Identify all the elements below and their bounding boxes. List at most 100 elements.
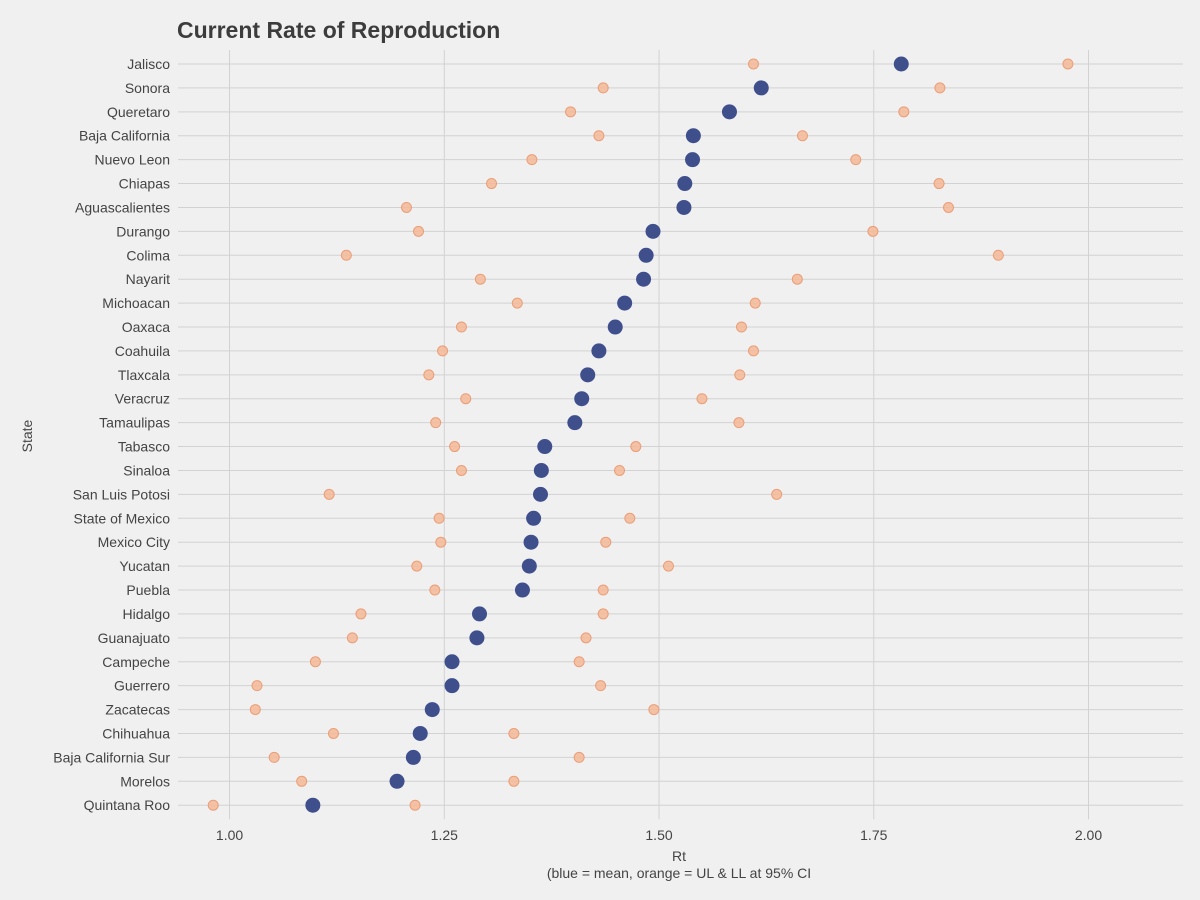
y-tick-label: Guanajuato bbox=[98, 630, 171, 646]
y-tick-label: Jalisco bbox=[127, 56, 170, 72]
lower-bound-point bbox=[251, 680, 263, 692]
y-tick-label: Quintana Roo bbox=[84, 797, 171, 813]
lower-bound-point bbox=[593, 130, 605, 142]
lower-bound-point bbox=[433, 512, 445, 524]
y-tick-label: Zacatecas bbox=[105, 702, 170, 718]
mean-point bbox=[676, 199, 692, 215]
y-tick-label: Oaxaca bbox=[122, 319, 170, 335]
mean-point bbox=[638, 247, 654, 263]
upper-bound-point bbox=[580, 632, 592, 644]
x-tick-label: 1.25 bbox=[431, 827, 458, 843]
mean-point bbox=[405, 749, 421, 765]
lower-bound-point bbox=[460, 393, 472, 405]
y-tick-label: Sonora bbox=[125, 80, 170, 96]
mean-point bbox=[753, 80, 769, 96]
lower-bound-point bbox=[511, 297, 523, 309]
upper-bound-point bbox=[696, 393, 708, 405]
upper-bound-point bbox=[934, 82, 946, 94]
upper-bound-point bbox=[943, 201, 954, 213]
upper-bound-point bbox=[508, 775, 520, 787]
mean-point bbox=[677, 176, 693, 192]
upper-bound-point bbox=[573, 751, 585, 763]
y-tick-label: Veracruz bbox=[115, 391, 170, 407]
upper-bound-point bbox=[597, 584, 609, 596]
upper-bound-point bbox=[600, 536, 612, 548]
mean-point bbox=[514, 582, 530, 598]
lower-bound-point bbox=[411, 560, 423, 572]
mean-point bbox=[523, 534, 539, 550]
x-axis-note: (blue = mean, orange = UL & LL at 95% CI bbox=[547, 865, 811, 881]
y-tick-label: Michoacan bbox=[102, 295, 170, 311]
mean-point bbox=[645, 223, 661, 239]
lower-bound-point bbox=[400, 201, 412, 213]
mean-point bbox=[389, 773, 405, 789]
mean-point bbox=[444, 654, 460, 670]
lower-bound-point bbox=[748, 58, 760, 70]
y-tick-label: Tamaulipas bbox=[99, 415, 170, 431]
mean-point bbox=[424, 702, 440, 718]
lower-bound-point bbox=[449, 441, 461, 453]
upper-bound-point bbox=[409, 799, 421, 811]
upper-bound-point bbox=[1062, 58, 1074, 70]
y-tick-label: Guerrero bbox=[114, 678, 170, 694]
y-tick-label: Colima bbox=[126, 247, 170, 263]
upper-bound-point bbox=[867, 225, 879, 237]
lower-bound-point bbox=[423, 369, 435, 381]
y-tick-label: Baja California bbox=[79, 128, 170, 144]
lower-bound-point bbox=[486, 178, 498, 190]
mean-point bbox=[685, 152, 701, 168]
mean-point bbox=[617, 295, 633, 311]
mean-point bbox=[591, 343, 607, 359]
upper-bound-point bbox=[734, 369, 746, 381]
mean-point bbox=[305, 797, 321, 813]
y-tick-label: Chihuahua bbox=[102, 725, 170, 741]
upper-bound-point bbox=[796, 130, 808, 142]
y-tick-label: Coahuila bbox=[115, 343, 170, 359]
upper-bound-point bbox=[573, 656, 585, 668]
upper-bound-point bbox=[850, 154, 862, 166]
mean-points bbox=[305, 56, 909, 813]
x-axis-title: Rt bbox=[672, 848, 686, 864]
interval-points bbox=[207, 58, 1074, 811]
y-tick-label: Morelos bbox=[120, 773, 170, 789]
lower-bound-point bbox=[455, 321, 467, 333]
lower-bound-point bbox=[597, 82, 609, 94]
upper-bound-point bbox=[624, 512, 636, 524]
lower-bound-point bbox=[455, 464, 467, 476]
lower-bound-point bbox=[323, 488, 335, 500]
mean-point bbox=[574, 391, 590, 407]
y-tick-label: Nayarit bbox=[126, 271, 170, 287]
y-tick-label: Puebla bbox=[126, 582, 170, 598]
lower-bound-point bbox=[268, 751, 280, 763]
y-tick-label: Hidalgo bbox=[123, 606, 171, 622]
x-tick-label: 2.00 bbox=[1075, 827, 1102, 843]
y-tick-label: State of Mexico bbox=[74, 510, 171, 526]
y-tick-label: Queretaro bbox=[107, 104, 170, 120]
mean-point bbox=[444, 678, 460, 694]
x-tick-label: 1.50 bbox=[645, 827, 672, 843]
mean-point bbox=[412, 725, 428, 741]
lower-bound-point bbox=[413, 225, 425, 237]
y-tick-label: Baja California Sur bbox=[53, 749, 170, 765]
mean-point bbox=[580, 367, 596, 383]
lower-bound-point bbox=[296, 775, 308, 787]
lower-bound-point bbox=[309, 656, 321, 668]
y-tick-label: Durango bbox=[116, 223, 170, 239]
upper-bound-point bbox=[749, 297, 761, 309]
lower-bound-point bbox=[474, 273, 486, 285]
y-axis-title: State bbox=[19, 419, 35, 452]
mean-point bbox=[685, 128, 701, 144]
mean-point bbox=[537, 439, 553, 455]
mean-point bbox=[567, 415, 583, 431]
mean-point bbox=[469, 630, 485, 646]
upper-bound-point bbox=[933, 178, 945, 190]
mean-point bbox=[472, 606, 487, 622]
lower-bound-point bbox=[565, 106, 577, 118]
mean-point bbox=[893, 56, 909, 72]
y-tick-label: Mexico City bbox=[98, 534, 170, 550]
mean-point bbox=[533, 462, 549, 478]
mean-point bbox=[607, 319, 623, 335]
y-tick-label: Campeche bbox=[102, 654, 170, 670]
